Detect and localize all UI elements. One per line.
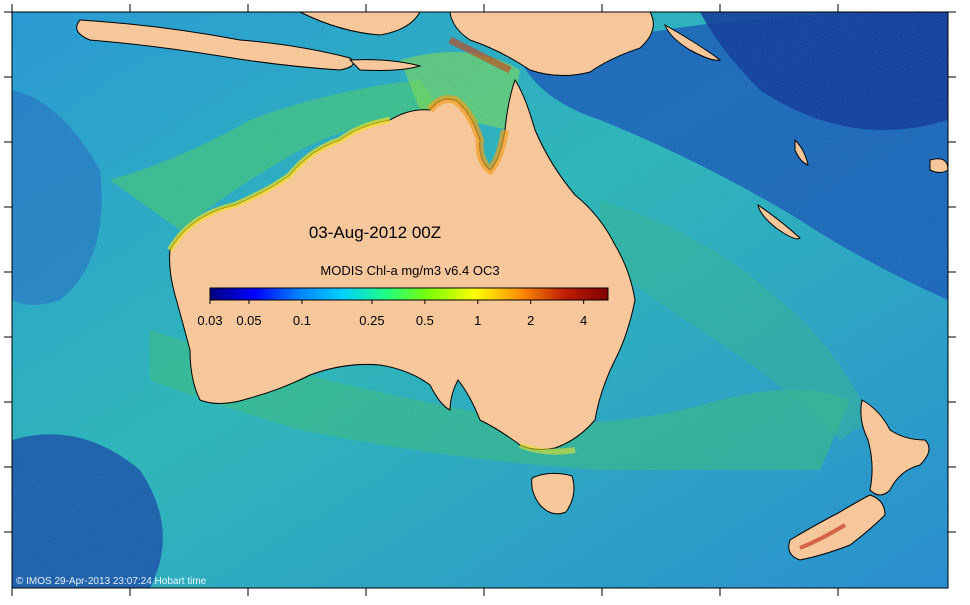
colorbar-tick-label: 0.1	[293, 313, 311, 328]
colorbar: 0.03 0.05 0.1 0.25 0.5 1 2 4	[197, 287, 609, 328]
colorbar-bar	[209, 287, 609, 301]
colorbar-tick-label: 4	[580, 313, 587, 328]
land-borneo	[299, 11, 421, 36]
land-new-caledonia	[757, 203, 801, 240]
land-new-guinea	[449, 11, 654, 76]
colorbar-tick-label: 0.03	[197, 313, 222, 328]
land-nz-north	[860, 399, 930, 496]
colorbar-tick-label: 0.5	[416, 313, 434, 328]
land-indonesia	[76, 19, 354, 71]
product-label: MODIS Chl-a mg/m3 v6.4 OC3	[320, 263, 499, 278]
land-timor	[348, 59, 422, 71]
date-label: 03-Aug-2012 00Z	[309, 223, 441, 242]
land-fiji	[929, 158, 949, 173]
landmasses	[76, 11, 949, 561]
colorbar-tick-label: 0.05	[236, 313, 261, 328]
land-solomons	[664, 23, 722, 61]
land-australia	[169, 78, 636, 450]
colorbar-ticks: 0.03 0.05 0.1 0.25 0.5 1 2 4	[197, 300, 587, 328]
colorbar-tick-label: 2	[527, 313, 534, 328]
colorbar-tick-label: 0.25	[359, 313, 384, 328]
coastal-blooms	[167, 36, 847, 550]
land-tasmania	[531, 472, 575, 515]
credit-label: © IMOS 29-Apr-2013 23:07:24 Hobart time	[16, 576, 207, 587]
colorbar-tick-label: 1	[474, 313, 481, 328]
land-vanuatu	[794, 138, 809, 166]
